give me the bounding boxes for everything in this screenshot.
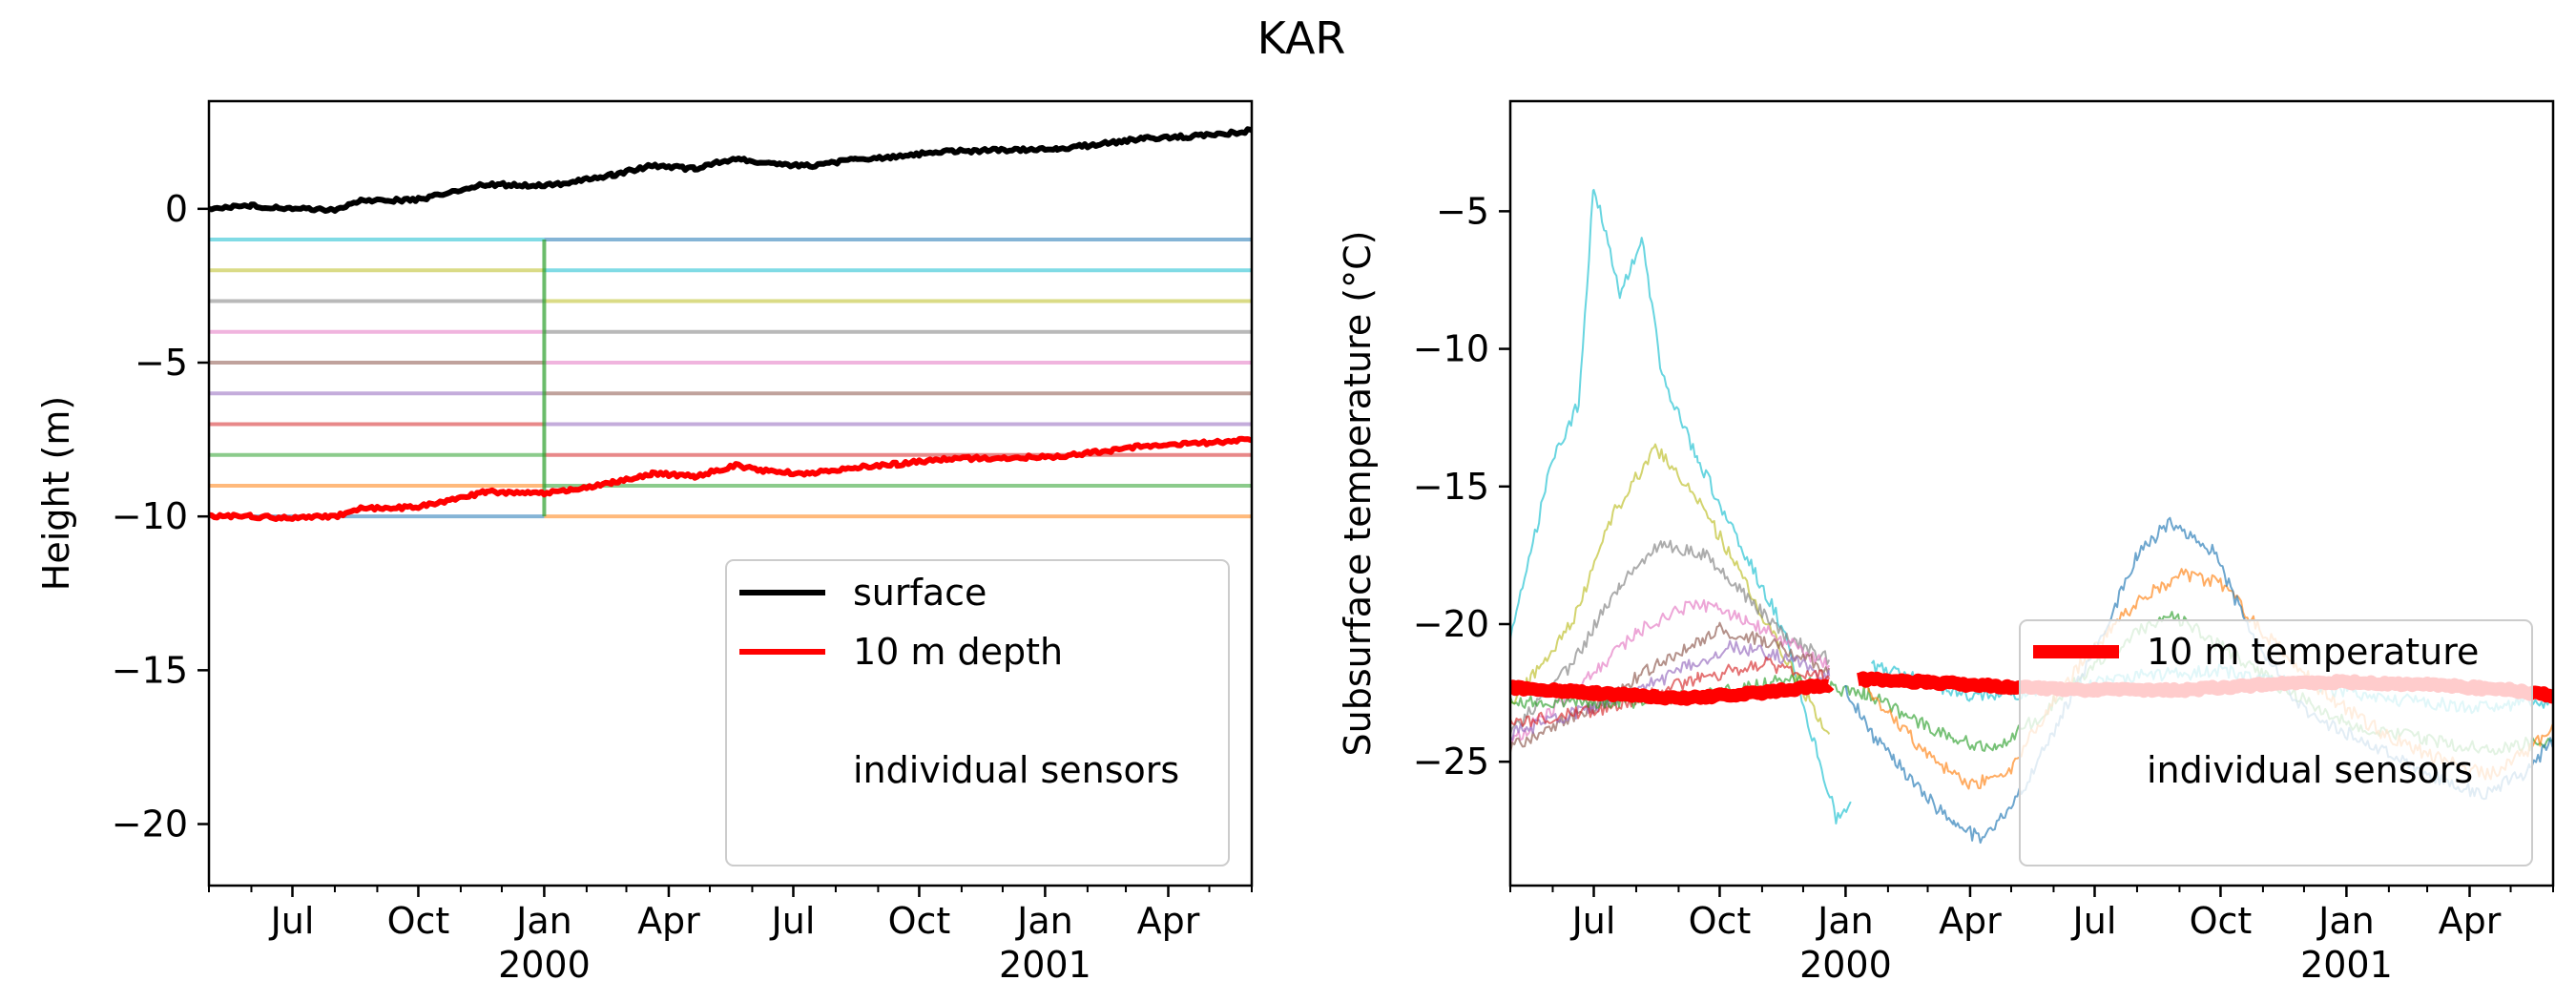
- temperature-x-year-label: 2001: [2300, 944, 2393, 986]
- legend-label-10m-temperature: 10 m temperature: [2147, 631, 2479, 673]
- height-x-tick-label: Apr: [637, 900, 700, 942]
- sensor-temperature-line: [1510, 639, 1831, 741]
- legend-label-individual-sensors: individual sensors: [853, 749, 1179, 791]
- legend-label-surface: surface: [853, 572, 987, 614]
- temperature-x-tick-label: Apr: [1939, 900, 2002, 942]
- temperature-x-tick-label: Jan: [1816, 900, 1874, 942]
- temperature-y-axis-label: Subsurface temperature (°C): [1337, 231, 1379, 757]
- temperature-x-tick-label: Jan: [2316, 900, 2375, 942]
- temperature-y-tick-label: −20: [1413, 603, 1489, 645]
- temperature-legend-box: [2019, 619, 2533, 866]
- sensor-temperature-line: [1510, 539, 1831, 735]
- height-x-tick-label: Apr: [1137, 900, 1200, 942]
- temperature-legend: 10 m temperature individual sensors: [2019, 619, 2533, 866]
- temperature-x-year-label: 2000: [1799, 944, 1892, 986]
- height-plot-frame: [207, 99, 1254, 887]
- height-y-axis-label: Height (m): [35, 396, 77, 591]
- height-x-tick-label: Jul: [269, 900, 315, 942]
- height-x-year-label: 2001: [999, 944, 1091, 986]
- legend-label-individual-sensors-right: individual sensors: [2147, 749, 2473, 791]
- height-x-tick-label: Oct: [888, 900, 951, 942]
- temperature-y-tick-label: −5: [1436, 190, 1489, 232]
- temperature-x-tick-label: Jul: [2071, 900, 2117, 942]
- height-x-tick-label: Jan: [1015, 900, 1073, 942]
- temperature-y-tick-label: −15: [1413, 466, 1489, 508]
- height-y-tick-label: −5: [135, 342, 188, 384]
- sensor-temperature-line: [1510, 443, 1831, 735]
- height-legend: surface 10 m depth individual sensors: [725, 559, 1230, 866]
- temperature-10m-line: [1510, 678, 1835, 706]
- figure-title: KAR: [1257, 12, 1346, 64]
- depth-10m-line: [209, 435, 1252, 522]
- height-legend-box: [725, 559, 1230, 866]
- sensor-temperature-line: [1510, 656, 1831, 727]
- height-y-tick-label: −20: [112, 804, 188, 845]
- surface-line: [209, 126, 1252, 214]
- height-x-tick-label: Oct: [387, 900, 450, 942]
- height-x-tick-label: Jul: [770, 900, 816, 942]
- temperature-y-tick-label: −10: [1413, 328, 1489, 370]
- temperature-x-tick-label: Jul: [1570, 900, 1616, 942]
- temperature-plot-frame: [1508, 99, 2555, 887]
- temperature-x-tick-label: Apr: [2439, 900, 2502, 942]
- height-y-tick-label: 0: [165, 188, 188, 230]
- temperature-x-tick-label: Oct: [1689, 900, 1752, 942]
- height-x-year-label: 2000: [498, 944, 591, 986]
- height-y-tick-label: −15: [112, 649, 188, 691]
- height-y-tick-label: −10: [112, 495, 188, 537]
- height-series-group: [209, 126, 1252, 522]
- legend-label-10m-depth: 10 m depth: [853, 631, 1063, 673]
- temperature-x-tick-label: Oct: [2190, 900, 2253, 942]
- sensor-temperature-line: [1510, 188, 1852, 825]
- sensor-temperature-line: [1510, 621, 1831, 753]
- height-x-tick-label: Jan: [514, 900, 572, 942]
- temperature-panel: 10 m temperature individual sensors −5 −1…: [1337, 99, 2555, 986]
- temperature-y-tick-label: −25: [1413, 741, 1489, 783]
